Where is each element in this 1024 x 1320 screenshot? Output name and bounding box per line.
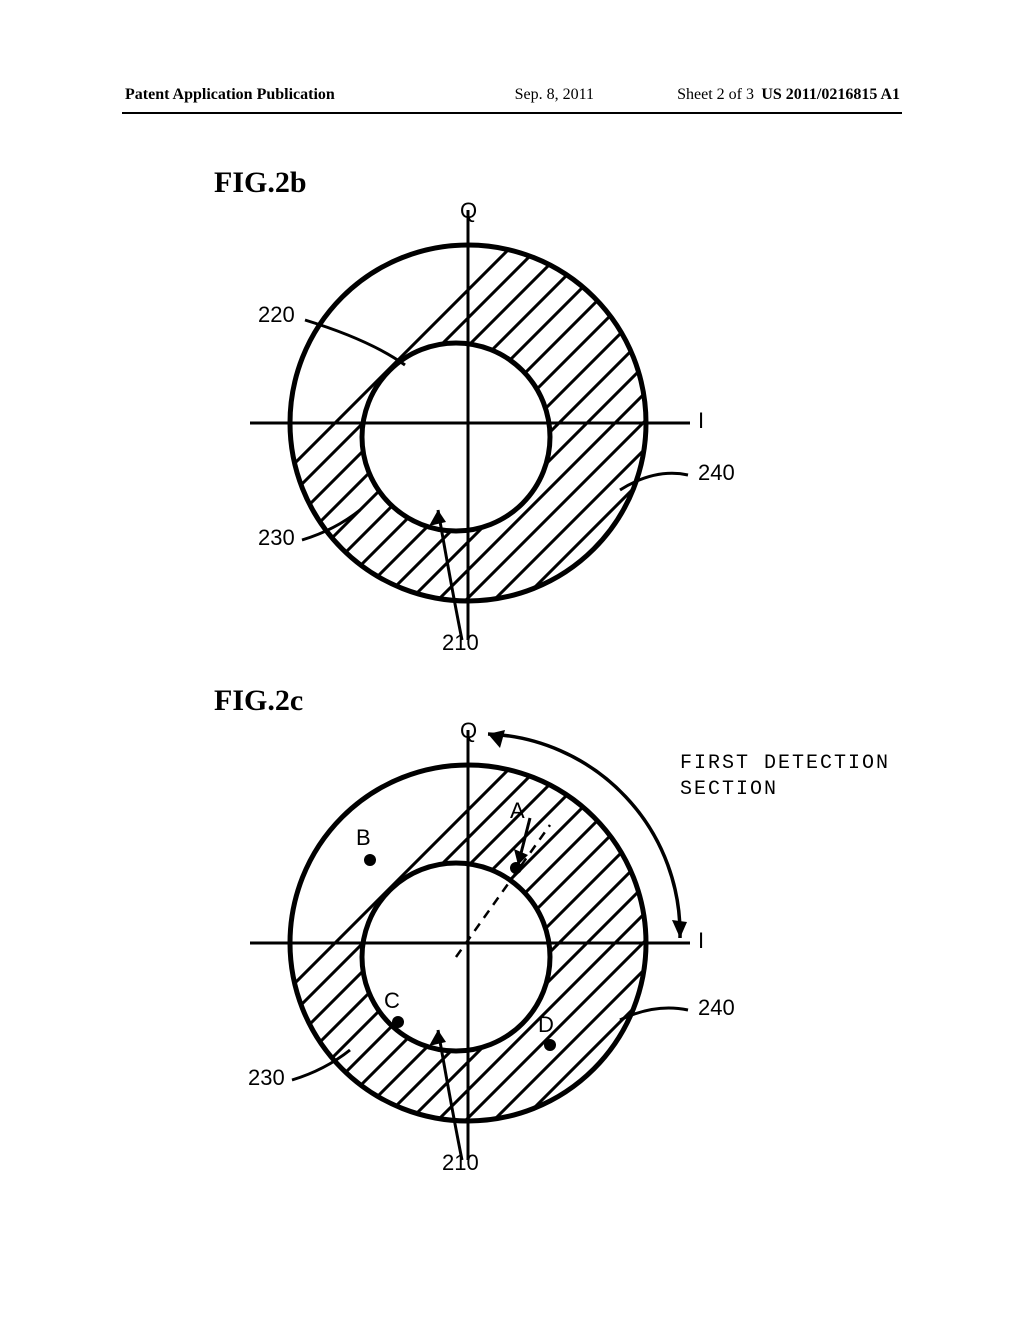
- header-rule: [122, 112, 902, 114]
- ref-230-c: 230: [248, 1065, 285, 1091]
- ref-240: 240: [698, 460, 735, 486]
- figure-2c-label: FIG.2c: [214, 684, 303, 718]
- header-appno: US 2011/0216815 A1: [761, 86, 900, 104]
- header-date: Sep. 8, 2011: [515, 86, 594, 104]
- figure-2c: Q I 240 230 210 A B C D FIRST DETECTION …: [220, 720, 920, 1190]
- point-c: C: [384, 988, 400, 1014]
- axis-i-label: I: [698, 408, 704, 434]
- ref-210-c: 210: [442, 1150, 479, 1176]
- axis-q-label-c: Q: [460, 718, 477, 744]
- header-sheet: Sheet 2 of 3: [677, 86, 754, 104]
- first-detection-line2: SECTION: [680, 778, 778, 801]
- figure-2b: Q I 220 240 230 210: [220, 200, 820, 670]
- figure-2b-label: FIG.2b: [214, 166, 307, 200]
- header-publication: Patent Application Publication: [125, 86, 335, 104]
- ref-210: 210: [442, 630, 479, 656]
- axis-i-label-c: I: [698, 928, 704, 954]
- first-detection-line1: FIRST DETECTION: [680, 752, 890, 775]
- ref-240-c: 240: [698, 995, 735, 1021]
- point-b: B: [356, 825, 371, 851]
- point-d: D: [538, 1012, 554, 1038]
- ref-230: 230: [258, 525, 295, 551]
- figure-2b-svg: [220, 200, 820, 670]
- axis-q-label: Q: [460, 198, 477, 224]
- point-a: A: [510, 798, 525, 824]
- ref-220: 220: [258, 302, 295, 328]
- figure-2c-svg: [220, 720, 920, 1190]
